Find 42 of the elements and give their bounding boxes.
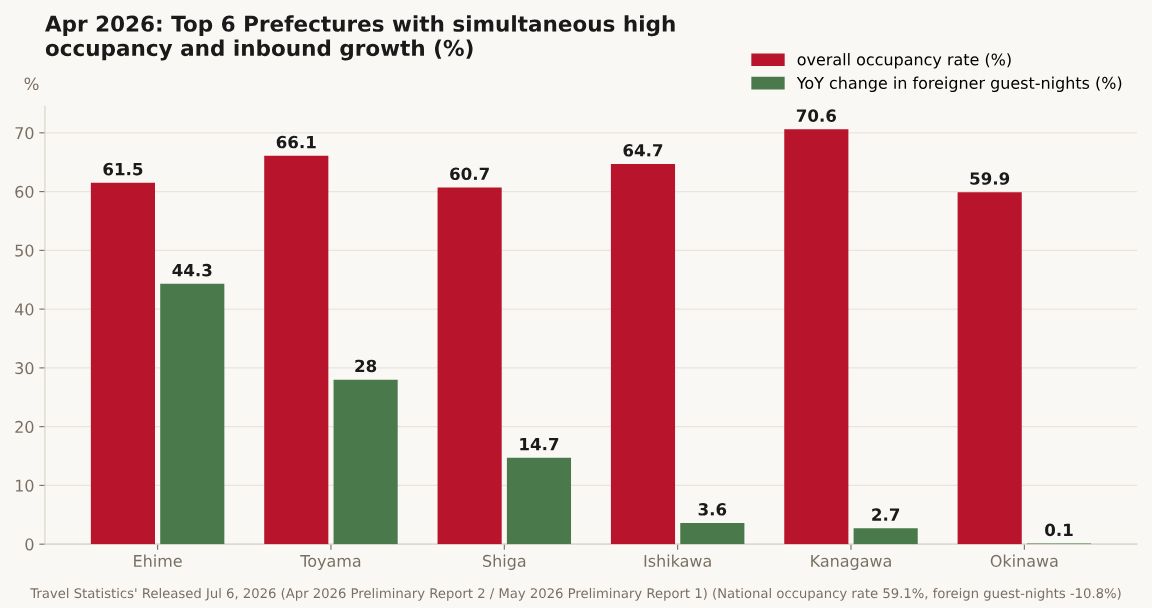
data-label: 0.1 bbox=[1045, 523, 1073, 537]
bar bbox=[90, 182, 155, 545]
bar bbox=[957, 192, 1022, 545]
y-tick-label: 60 bbox=[15, 185, 34, 198]
y-tick-label: 50 bbox=[15, 244, 34, 257]
y-tick-label: 30 bbox=[15, 362, 34, 375]
bar bbox=[333, 379, 398, 545]
bar bbox=[784, 129, 849, 545]
x-tick-label: Shiga bbox=[483, 554, 526, 571]
chart-title: Apr 2026: Top 6 Prefectures with simultaneous high occupancy and inbound growth (%) bbox=[45, 15, 675, 61]
bar bbox=[853, 528, 918, 545]
data-label: 66.1 bbox=[276, 135, 316, 149]
bar bbox=[264, 155, 329, 545]
y-tick-label: 0 bbox=[25, 538, 34, 551]
x-tick-label: Ishikawa bbox=[644, 554, 711, 567]
x-tick-label: Toyama bbox=[300, 555, 361, 571]
data-label: 70.6 bbox=[796, 109, 836, 122]
bar bbox=[610, 163, 676, 545]
data-label: 2.7 bbox=[872, 508, 900, 521]
bar bbox=[160, 283, 225, 545]
x-tick-label: Ehime bbox=[134, 554, 182, 567]
bar bbox=[680, 523, 745, 545]
data-label: 14.7 bbox=[520, 438, 559, 451]
legend-label: overall occupancy rate (%) bbox=[797, 53, 1011, 69]
data-label: 59.9 bbox=[970, 172, 1010, 185]
data-label: 64.7 bbox=[623, 144, 663, 157]
y-tick-label: 40 bbox=[14, 303, 34, 316]
legend-label: YoY change in foreigner guest-nights (%) bbox=[796, 76, 1122, 93]
data-label: 28 bbox=[355, 359, 377, 373]
y-axis-title: % bbox=[24, 77, 39, 91]
x-tick-label: Kanagawa bbox=[811, 555, 891, 571]
y-tick-label: 20 bbox=[15, 420, 34, 433]
data-label: 44.3 bbox=[172, 263, 212, 277]
y-tick-label: 10 bbox=[15, 479, 34, 492]
bar bbox=[506, 457, 572, 545]
x-tick-label: Okinawa bbox=[990, 554, 1058, 567]
bar bbox=[437, 187, 502, 545]
data-label: 60.7 bbox=[450, 167, 489, 181]
y-tick-label: 70 bbox=[15, 127, 34, 140]
data-label: 61.5 bbox=[103, 162, 143, 176]
data-label: 3.6 bbox=[698, 503, 727, 516]
text: Travel Statistics' Released Jul 6, 2026 (Apr 2026 Preliminary Report 2 / May 2026 Preliminary Report 1) (National occupancy rate 59.1%, foreign guest-nights -10.8%) bbox=[30, 587, 1121, 601]
